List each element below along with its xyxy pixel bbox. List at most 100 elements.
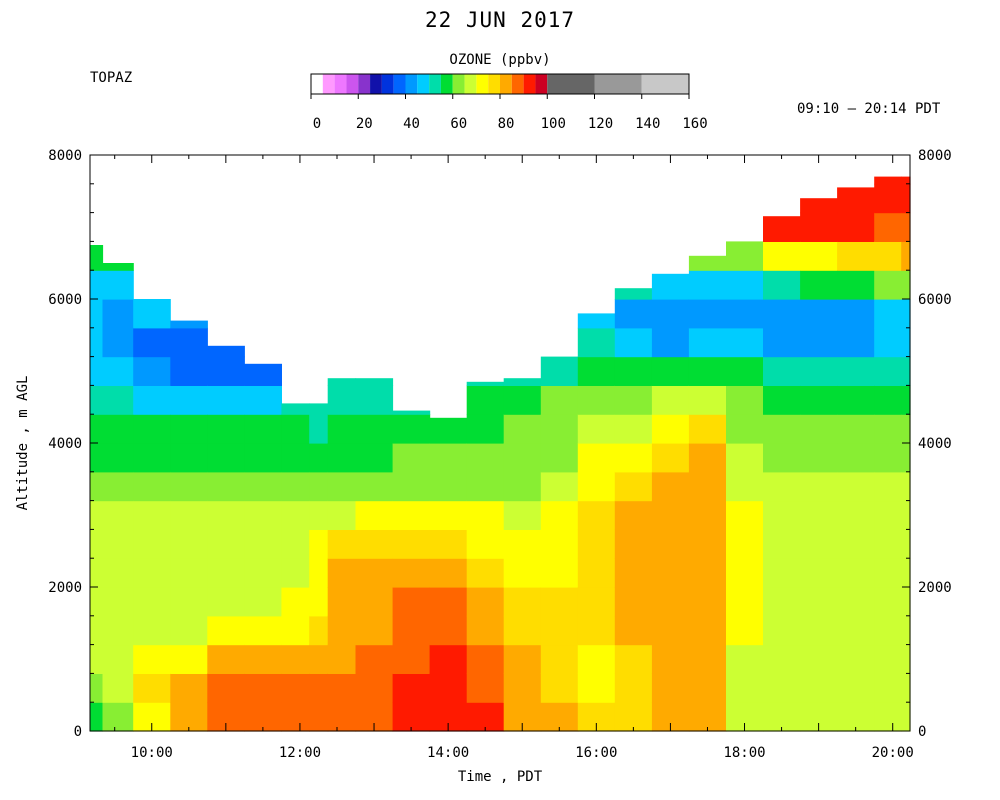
y-tick-label-left: 6000 bbox=[48, 292, 82, 308]
heatmap-cell bbox=[392, 529, 431, 559]
heatmap-cell bbox=[726, 615, 764, 646]
heatmap-cell bbox=[577, 558, 616, 588]
heatmap-cell bbox=[503, 673, 542, 703]
heatmap-cell bbox=[309, 673, 329, 703]
heatmap-cell bbox=[429, 673, 468, 703]
heatmap-cell bbox=[614, 327, 653, 358]
colorbar-tick-label: 100 bbox=[541, 116, 566, 132]
colorbar-bin-1 bbox=[322, 74, 335, 94]
heatmap-cell bbox=[503, 615, 542, 646]
heatmap-cell bbox=[90, 385, 104, 415]
heatmap-cell bbox=[392, 615, 431, 646]
heatmap-cell bbox=[577, 327, 616, 358]
heatmap-cell bbox=[466, 673, 505, 703]
heatmap-cell bbox=[90, 587, 104, 617]
heatmap-cell bbox=[901, 673, 911, 703]
heatmap-cell bbox=[281, 615, 310, 646]
heatmap-cell bbox=[800, 558, 838, 588]
colorbar-tick-label: 160 bbox=[682, 116, 707, 132]
heatmap-cell bbox=[874, 471, 902, 502]
x-tick-label: 12:00 bbox=[279, 745, 321, 761]
heatmap-cell bbox=[901, 471, 911, 502]
heatmap-cell bbox=[874, 212, 902, 242]
heatmap-cell bbox=[577, 443, 616, 473]
heatmap-cell bbox=[540, 356, 579, 386]
heatmap-cell bbox=[901, 558, 911, 588]
heatmap-cell bbox=[874, 327, 902, 358]
y-tick-label-left: 8000 bbox=[48, 148, 82, 164]
colorbar-bin-12 bbox=[452, 74, 465, 94]
heatmap-cell bbox=[800, 471, 838, 502]
heatmap-cell bbox=[540, 471, 579, 502]
heatmap-cell bbox=[392, 500, 431, 530]
heatmap-cell bbox=[281, 644, 310, 674]
heatmap-cell bbox=[392, 410, 431, 415]
heatmap-cell bbox=[133, 558, 171, 588]
heatmap-cell bbox=[281, 558, 310, 588]
x-tick-label: 20:00 bbox=[872, 745, 914, 761]
heatmap-cell bbox=[763, 558, 801, 588]
heatmap-cell bbox=[102, 558, 134, 588]
heatmap-cell bbox=[244, 363, 282, 386]
heatmap-cell bbox=[133, 385, 171, 415]
heatmap-cell bbox=[688, 529, 727, 559]
heatmap-cell bbox=[874, 183, 902, 214]
heatmap-cell bbox=[901, 615, 911, 646]
heatmap-cell bbox=[800, 270, 838, 300]
heatmap-cell bbox=[102, 673, 134, 703]
colorbar-tick-label: 120 bbox=[588, 116, 613, 132]
heatmap-cell bbox=[281, 500, 310, 530]
heatmap-cell bbox=[170, 356, 208, 386]
heatmap-cell bbox=[901, 270, 911, 300]
heatmap-cell bbox=[614, 702, 653, 732]
heatmap-cell bbox=[614, 385, 653, 415]
heatmap-cell bbox=[577, 313, 616, 329]
heatmap-cell bbox=[207, 471, 245, 502]
heatmap-cell bbox=[577, 471, 616, 502]
heatmap-cell bbox=[327, 500, 357, 530]
heatmap-cell bbox=[901, 356, 911, 386]
heatmap-cell bbox=[466, 558, 505, 588]
heatmap-cell bbox=[309, 443, 329, 473]
heatmap-cell bbox=[244, 443, 282, 473]
heatmap-cell bbox=[170, 414, 208, 444]
heatmap-cell bbox=[90, 299, 104, 329]
heatmap-cell bbox=[170, 471, 208, 502]
heatmap-cell bbox=[281, 673, 310, 703]
heatmap-cell bbox=[392, 443, 431, 473]
colorbar-bin-5 bbox=[370, 74, 382, 94]
heatmap-cell bbox=[244, 500, 282, 530]
heatmap-cell bbox=[133, 414, 171, 444]
heatmap-cell bbox=[901, 385, 911, 415]
heatmap-cell bbox=[577, 529, 616, 559]
heatmap-cell bbox=[577, 587, 616, 617]
heatmap-cell bbox=[90, 270, 104, 300]
heatmap-cell bbox=[170, 644, 208, 674]
heatmap-cell bbox=[327, 443, 357, 473]
heatmap-cell bbox=[90, 414, 104, 444]
heatmap-cell bbox=[281, 443, 310, 473]
heatmap-cell bbox=[874, 385, 902, 415]
heatmap-cell bbox=[540, 702, 579, 732]
heatmap-cell bbox=[726, 644, 764, 674]
x-tick-label: 10:00 bbox=[131, 745, 173, 761]
heatmap-cell bbox=[466, 529, 505, 559]
colorbar-bin-15 bbox=[488, 74, 500, 94]
colorbar-bin-7 bbox=[393, 74, 406, 94]
heatmap-cell bbox=[503, 471, 542, 502]
heatmap-cell bbox=[763, 500, 801, 530]
heatmap-cell bbox=[763, 356, 801, 386]
heatmap-cell bbox=[429, 471, 468, 502]
heatmap-cell bbox=[763, 327, 801, 358]
heatmap-cell bbox=[874, 241, 902, 271]
heatmap-cell bbox=[133, 471, 171, 502]
heatmap-cell bbox=[327, 702, 357, 732]
heatmap-cell bbox=[763, 299, 801, 329]
heatmap-cell bbox=[309, 587, 329, 617]
heatmap-cell bbox=[133, 615, 171, 646]
y-tick-label-left: 2000 bbox=[48, 580, 82, 596]
heatmap-cell bbox=[726, 327, 764, 358]
